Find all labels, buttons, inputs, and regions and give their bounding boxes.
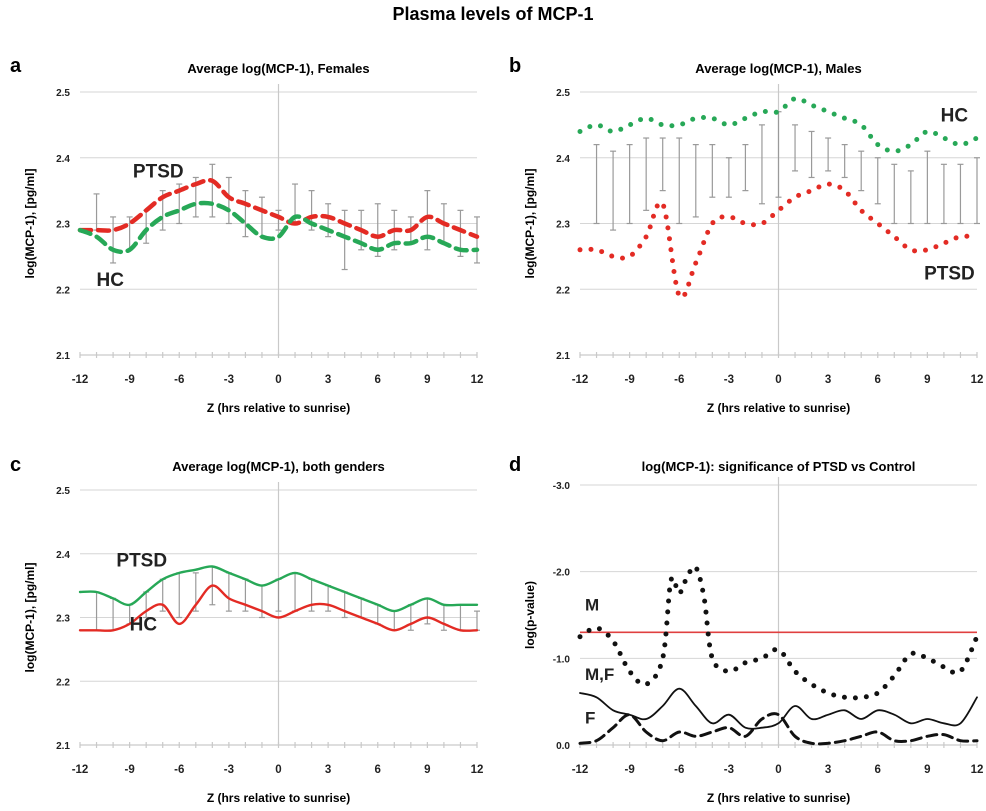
x-tick-label: 6 [375,764,381,776]
y-axis-label: log(p-value) [523,581,537,649]
y-tick-label: 2.3 [556,220,570,231]
series-line-ptsd [577,181,980,301]
panel-b: b Average log(MCP-1), Males 2.1 2.2 2.3 2.4 2.… [509,55,983,415]
y-tick-label: 2.1 [556,351,570,362]
panel-title: Average log(MCP-1), Females [187,61,369,76]
series-label-ptsd: PTSD [133,161,184,182]
x-tick-label: 3 [825,764,831,776]
series-label-ptsd: PTSD [116,551,167,572]
x-tick-label: 3 [325,374,331,386]
x-tick-label: 9 [424,374,430,386]
y-tick-label: 2.5 [56,486,70,497]
x-tick-label: 3 [325,764,331,776]
x-axis-label: Z (hrs relative to sunrise) [707,401,850,415]
panel-letter: c [10,454,21,476]
y-tick-label: 2.1 [56,351,70,362]
x-tick-label: 12 [971,374,984,386]
y-tick-label: 2.5 [56,88,70,99]
x-tick-label: -12 [572,374,589,386]
x-tick-label: 0 [275,764,281,776]
x-tick-label: 0 [775,374,781,386]
x-tick-label: 9 [924,374,930,386]
x-tick-label: 6 [375,374,381,386]
y-tick-label: 2.5 [556,88,570,99]
x-tick-label: 12 [971,764,984,776]
x-axis-label: Z (hrs relative to sunrise) [707,791,850,805]
x-tick-label: 12 [471,764,484,776]
y-tick-label: 2.4 [556,154,570,165]
panel-d: d log(MCP-1): significance of PTSD vs Con… [509,454,983,805]
series-label-m-f: M,F [585,665,614,684]
x-axis-label: Z (hrs relative to sunrise) [207,401,350,415]
x-tick-label: -9 [125,764,135,776]
panel-title: Average log(MCP-1), both genders [172,459,385,474]
series-label-hc: HC [97,270,125,291]
x-tick-label: -6 [674,374,684,386]
y-tick-label: 2.2 [56,677,70,688]
x-tick-label: -3 [724,764,734,776]
panel-letter: b [509,55,521,77]
series-line-hc [78,584,479,632]
x-tick-label: 12 [471,374,484,386]
y-axis-label: log(MCP-1), [pg/ml] [523,169,537,279]
x-tick-label: 3 [825,374,831,386]
y-tick-label: 2.2 [556,285,570,296]
series-line-m-f [579,687,978,730]
panel-letter: d [509,454,521,476]
panel-title: log(MCP-1): significance of PTSD vs Cont… [642,459,916,474]
x-axis-label: Z (hrs relative to sunrise) [207,791,350,805]
x-tick-label: 9 [424,764,430,776]
series-line-hc [577,95,980,154]
x-tick-label: -12 [72,764,89,776]
x-tick-label: -3 [224,764,234,776]
x-tick-label: 9 [924,764,930,776]
series-line-hc [77,200,480,255]
y-tick-label: 2.4 [56,154,70,165]
series-label-f: F [585,708,595,727]
x-tick-label: 0 [775,764,781,776]
series-line-f [578,712,979,746]
x-tick-label: -12 [72,374,89,386]
series-label-ptsd: PTSD [924,263,975,284]
y-tick-label: -2.0 [553,568,571,579]
y-tick-label: 2.4 [56,550,70,561]
x-tick-label: -6 [674,764,684,776]
x-tick-label: -9 [625,374,635,386]
y-tick-label: 2.2 [56,285,70,296]
y-axis-label: log(MCP-1), [pg/ml] [23,169,37,279]
x-tick-label: -9 [125,374,135,386]
y-tick-label: 2.1 [56,741,70,752]
panel-title: Average log(MCP-1), Males [695,61,861,76]
figure-title: Plasma levels of MCP-1 [392,4,593,24]
x-tick-label: 6 [875,374,881,386]
series-label-hc: HC [130,614,158,635]
x-tick-label: -12 [572,764,589,776]
x-tick-label: -6 [174,374,184,386]
x-tick-label: -9 [625,764,635,776]
panel-a: a Average log(MCP-1), Females 2.1 2.2 2.3 2.4… [10,55,483,415]
x-tick-label: -3 [224,374,234,386]
x-tick-label: -6 [174,764,184,776]
panel-c: c Average log(MCP-1), both genders 2.1 2.2 2… [10,454,483,805]
series-label-hc: HC [941,106,969,127]
series-line-ptsd [77,177,480,239]
x-tick-label: 6 [875,764,881,776]
y-tick-label: -3.0 [553,481,571,492]
series-label-m: M [585,596,599,615]
y-tick-label: 2.3 [56,220,70,231]
y-axis-label: log(MCP-1), [pg/ml] [23,563,37,673]
panel-letter: a [10,55,22,77]
y-tick-label: 0.0 [556,741,570,752]
series-line-m [577,563,980,701]
x-tick-label: -3 [724,374,734,386]
y-tick-label: 2.3 [56,614,70,625]
y-tick-label: -1.0 [553,654,571,665]
series-line-ptsd [78,565,479,613]
x-tick-label: 0 [275,374,281,386]
